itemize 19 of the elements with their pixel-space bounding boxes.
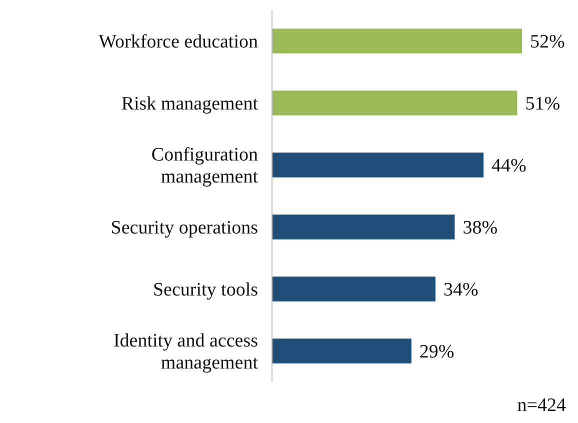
y-tick-label: Security operations [110, 218, 258, 239]
y-tick-label: Security tools [152, 280, 258, 301]
data-label: 51% [525, 94, 560, 115]
bar [272, 214, 455, 240]
bar [272, 152, 484, 178]
data-label: 38% [462, 218, 498, 239]
bar [272, 28, 522, 54]
bar [272, 338, 412, 364]
data-label: 29% [419, 342, 454, 363]
bar [272, 276, 436, 302]
y-tick-label: Risk management [121, 94, 259, 115]
y-tick-label: Identity and access management [113, 330, 259, 374]
data-label: 34% [443, 280, 478, 301]
text: n=424 [517, 395, 566, 416]
data-label: 44% [492, 156, 527, 177]
data-label: 52% [530, 32, 565, 53]
bar [272, 90, 518, 116]
y-tick-label: Workforce education [98, 32, 258, 53]
y-tick-label: Configuration management [151, 144, 259, 188]
